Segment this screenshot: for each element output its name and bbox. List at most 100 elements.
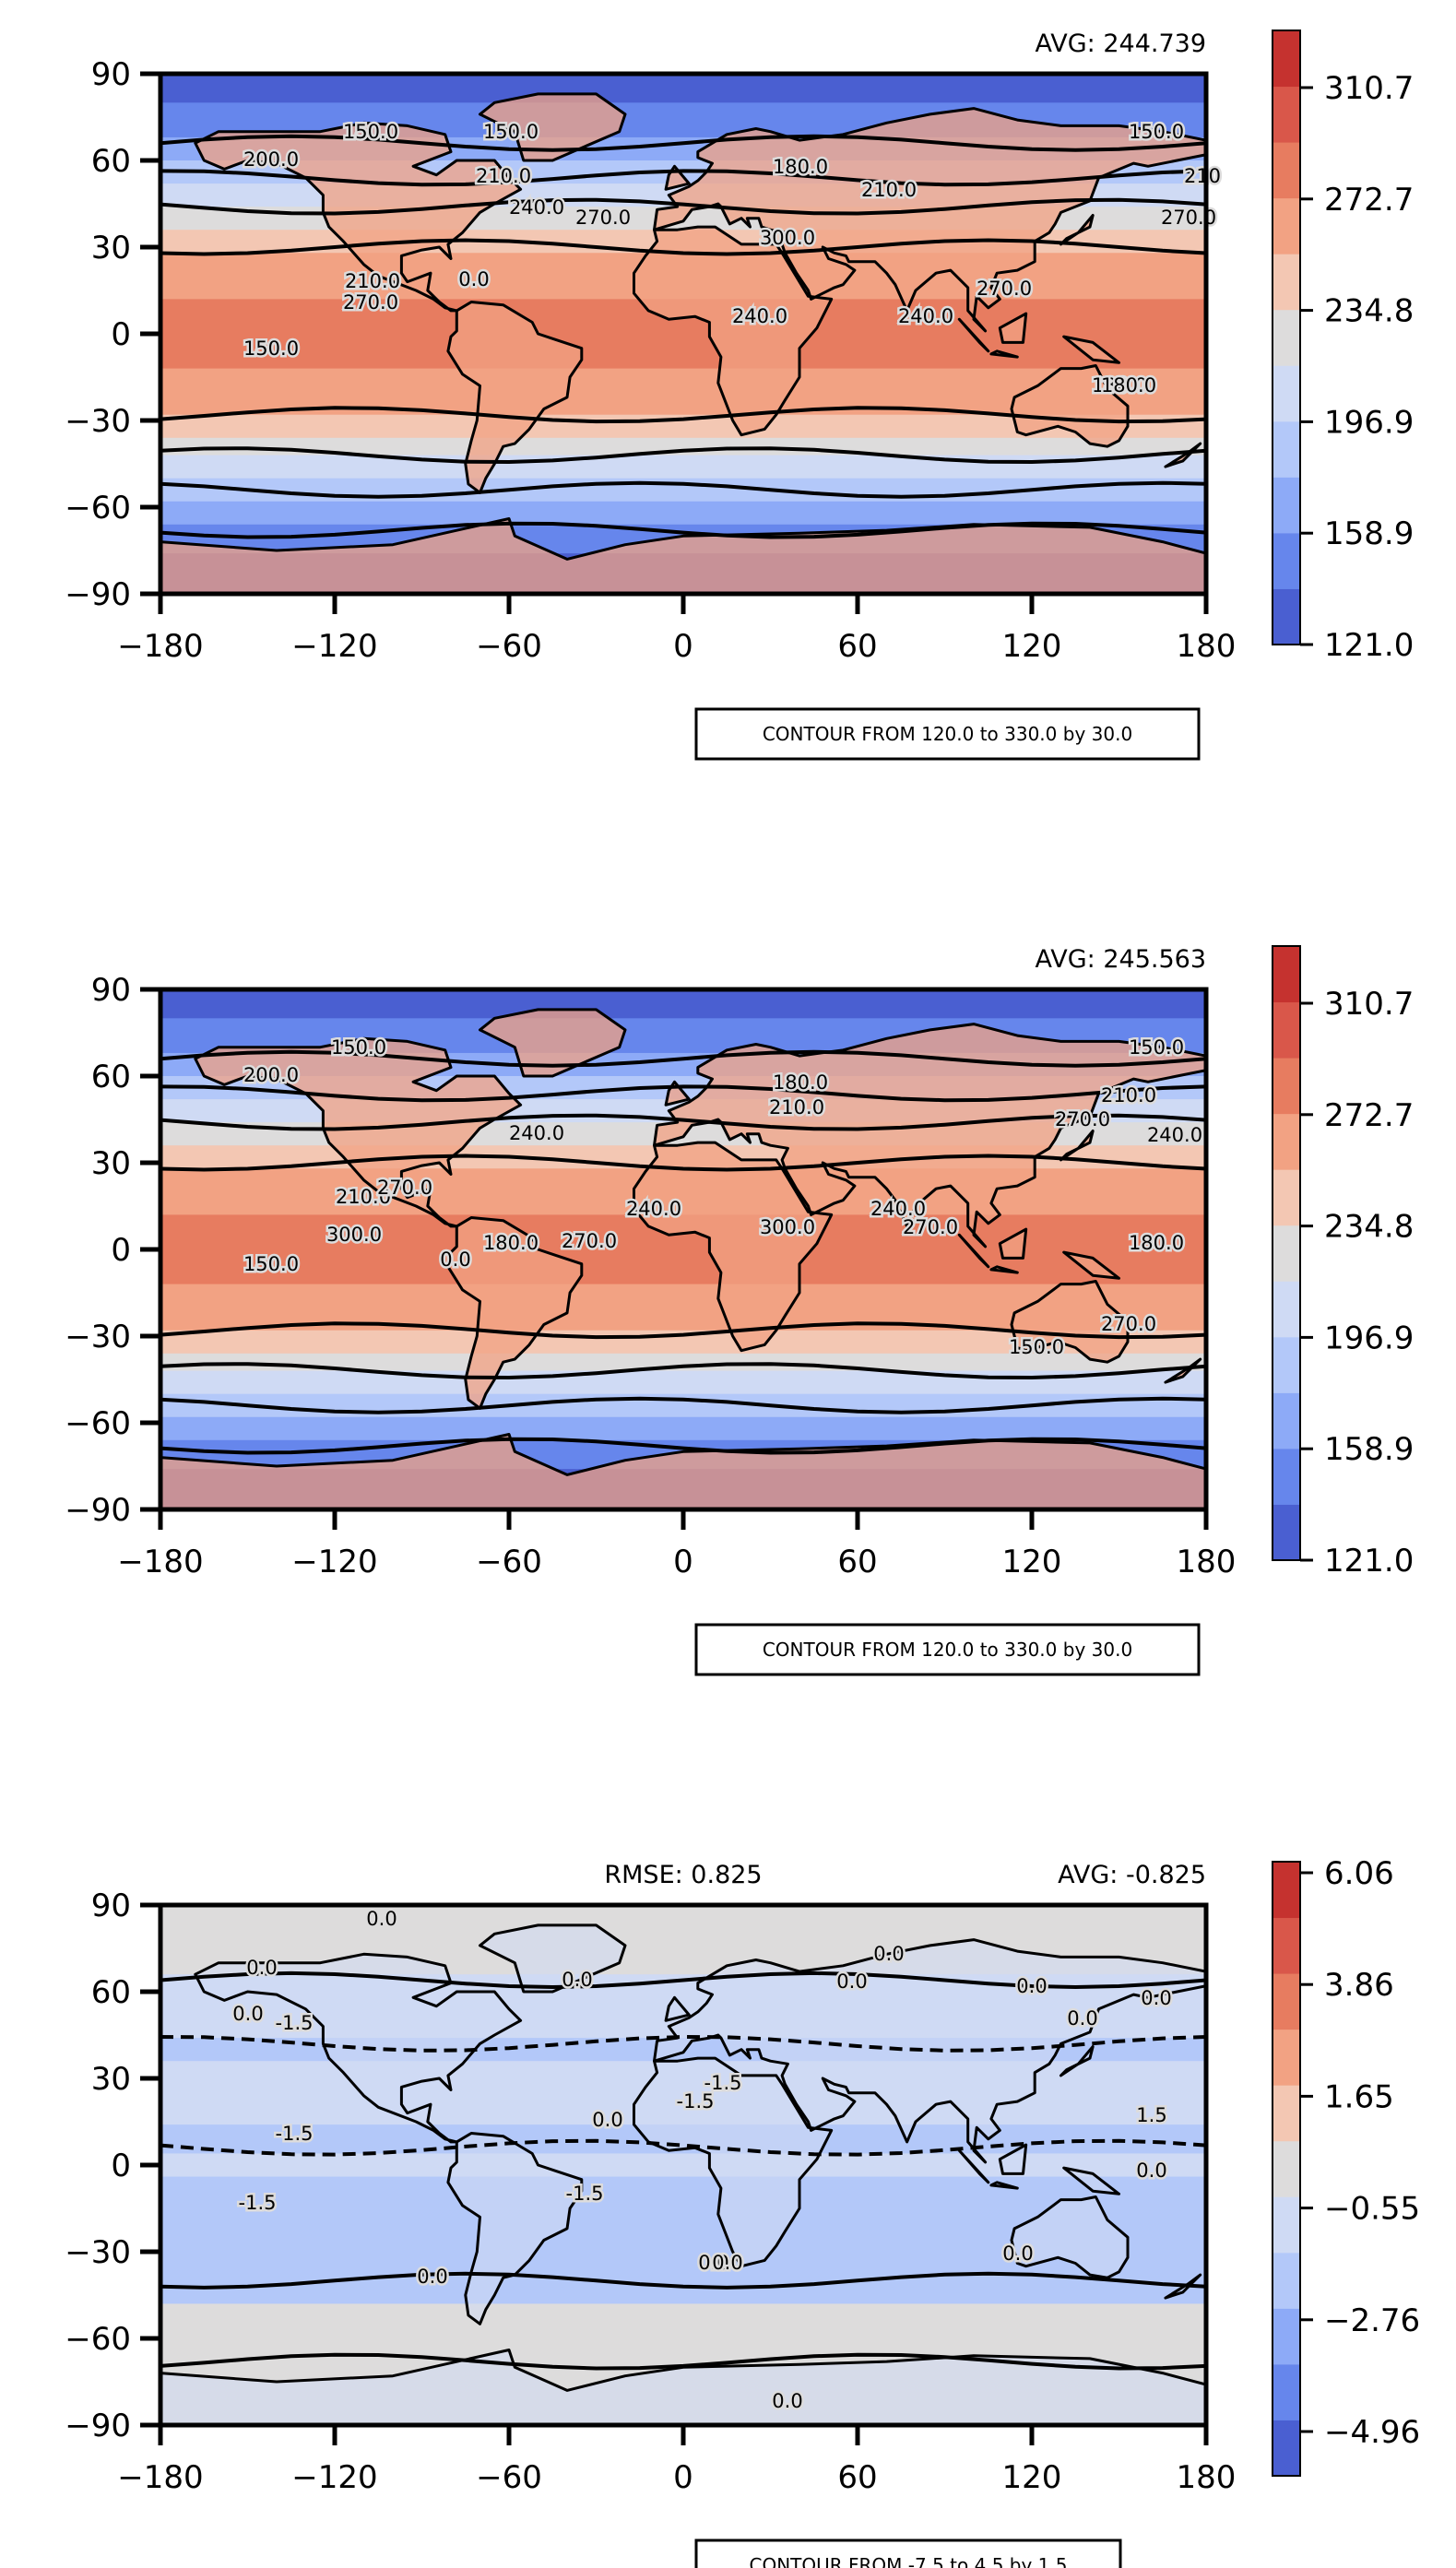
- land-fill: [633, 1142, 832, 1351]
- coastline: [1010, 364, 1130, 448]
- coastline: [998, 312, 1028, 344]
- land-fill: [1000, 1229, 1026, 1259]
- colorbar-segment: [1273, 254, 1300, 311]
- contour-label: 240.0: [732, 305, 787, 327]
- colorbar-segment: [1273, 2140, 1300, 2197]
- contour-label: 150.0: [1129, 121, 1184, 143]
- contour-line: [160, 1396, 1206, 1414]
- colorbar-segment: [1273, 142, 1300, 199]
- x-tick-label: 180: [1177, 2459, 1237, 2496]
- coastline: [957, 317, 990, 353]
- colorbar-tick-label: 158.9: [1324, 515, 1414, 552]
- contour-line: [160, 480, 1206, 499]
- contour-line: [160, 1084, 1206, 1103]
- contour-line: [160, 1154, 1206, 1172]
- contour-label: 180.0: [1101, 374, 1156, 396]
- land-fill: [1012, 2196, 1128, 2278]
- coastline: [989, 1265, 1019, 1274]
- coastline: [1062, 1250, 1120, 1280]
- contour-note-box: [694, 1623, 1201, 1676]
- coastline: [664, 1080, 691, 1106]
- coastline: [957, 2148, 990, 2184]
- coastline: [479, 1008, 627, 1078]
- panel-1-colorbar: 310.7 272.7 234.8 196.9 158.9 121.0: [1272, 30, 1414, 664]
- coastline: [664, 164, 691, 191]
- colorbar-segment: [1273, 365, 1300, 422]
- x-tick-label: −120: [291, 628, 377, 665]
- contour-label: 300.0: [326, 1224, 382, 1246]
- colorbar-segment: [1273, 2085, 1300, 2142]
- x-tick-label: −60: [476, 628, 542, 665]
- colorbar-tick-label: 234.8: [1324, 1209, 1414, 1246]
- contour-label: 180.0: [773, 156, 828, 178]
- land-fill: [1012, 1281, 1128, 1363]
- contour-label: 150.0: [483, 121, 539, 143]
- colorbar-segment: [1273, 1058, 1300, 1115]
- coastline: [1059, 1130, 1095, 1162]
- contour-label: -1.5: [704, 2072, 742, 2094]
- contour-label: 0.0: [1002, 2243, 1033, 2265]
- coastline: [1010, 2195, 1130, 2279]
- coastline: [479, 92, 627, 162]
- contour-label: 270.0: [1101, 1313, 1156, 1335]
- contour-line: [160, 446, 1206, 465]
- coastline: [998, 2143, 1028, 2175]
- contour-line: [160, 406, 1206, 424]
- colorbar-tick-label: 1.65: [1324, 2078, 1394, 2115]
- field-band: [160, 989, 1206, 1019]
- contour-label: 0.0: [417, 2266, 447, 2288]
- y-tick-label: 90: [91, 972, 131, 1009]
- land-fill: [447, 2133, 582, 2325]
- contour-label: 0.0: [698, 2252, 728, 2274]
- coastline: [479, 1923, 627, 1994]
- coastline: [633, 1141, 834, 1353]
- contour-label: 0.0: [232, 2003, 263, 2025]
- y-tick-label: −30: [65, 2234, 131, 2271]
- colorbar-segment: [1273, 197, 1300, 254]
- colorbar-tick-label: 196.9: [1324, 1320, 1414, 1356]
- x-tick-label: 180: [1177, 628, 1237, 665]
- land-fill: [1063, 1252, 1119, 1279]
- colorbar-tick-label: 158.9: [1324, 1431, 1414, 1468]
- colorbar-tick-label: 310.7: [1324, 986, 1414, 1023]
- contour-label: 180.0: [1092, 374, 1147, 396]
- field-band: [160, 501, 1206, 526]
- contour-label: 270.0: [903, 1216, 958, 1238]
- coastline: [446, 2132, 584, 2325]
- coastline: [1059, 214, 1095, 246]
- contour-label: 200.0: [243, 148, 299, 171]
- rmse-label: RMSE: 0.825: [604, 1861, 762, 1889]
- contour-label: -1.5: [276, 2123, 314, 2145]
- field-band: [160, 455, 1206, 479]
- contour-line: [160, 2138, 1206, 2157]
- contour-label: 0.0: [772, 2390, 802, 2412]
- colorbar-tick-label: −0.55: [1324, 2191, 1420, 2228]
- x-tick-label: 0: [673, 628, 693, 665]
- contour-line: [160, 197, 1206, 216]
- land-fill: [1063, 2168, 1119, 2195]
- panel-2-map: 150.0 150.0180.0180.0180.0210.0210.0210.0…: [65, 945, 1414, 1676]
- field-band: [160, 1416, 1206, 1441]
- colorbar-segment: [1273, 1336, 1300, 1393]
- contour-label: 0.0: [712, 2252, 742, 2274]
- contour-label: 270.0: [575, 207, 631, 229]
- colorbar-tick-label: −4.96: [1324, 2414, 1420, 2451]
- colorbar-tick-label: 196.9: [1324, 404, 1414, 441]
- y-tick-label: 60: [91, 1059, 131, 1095]
- colorbar-segment: [1273, 1001, 1300, 1059]
- colorbar-segment: [1273, 1392, 1300, 1450]
- coastline: [1164, 442, 1202, 468]
- land-fill: [447, 302, 582, 493]
- y-tick-label: 0: [111, 1232, 131, 1269]
- land-fill: [1000, 2145, 1026, 2174]
- contour-label: 150.0: [343, 121, 398, 143]
- contour-line: [160, 1321, 1206, 1340]
- coastline: [989, 2181, 1019, 2190]
- contour-line: [160, 238, 1206, 256]
- colorbar-tick-label: 3.86: [1324, 1967, 1394, 2004]
- coastline: [1164, 2273, 1202, 2300]
- contour-note: CONTOUR FROM -7.5 to 4.5 by 1.5: [750, 2554, 1068, 2568]
- coastline: [1164, 1357, 1202, 1384]
- y-tick-label: −60: [65, 490, 131, 527]
